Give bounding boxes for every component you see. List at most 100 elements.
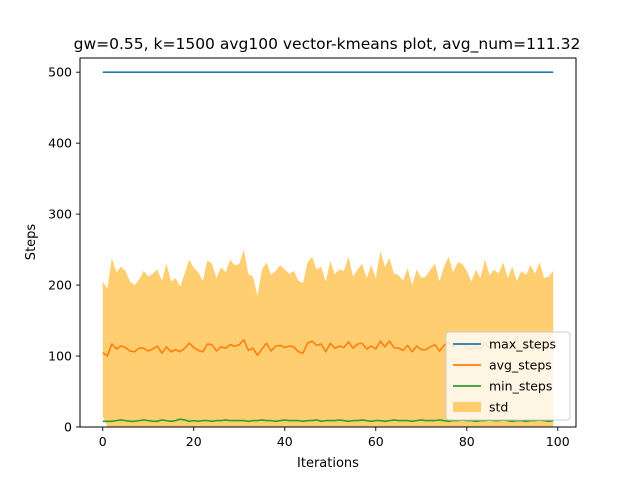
max_steps-point xyxy=(165,71,167,73)
max_steps-point xyxy=(416,71,418,73)
min_steps-point xyxy=(334,419,336,421)
min_steps-point xyxy=(393,419,395,421)
min_steps-point xyxy=(306,419,308,421)
avg_steps-point xyxy=(347,341,349,343)
min_steps-point xyxy=(361,419,363,421)
min_steps-point xyxy=(215,419,217,421)
min_steps-point xyxy=(115,419,117,421)
max_steps-point xyxy=(306,71,308,73)
min_steps-point xyxy=(352,419,354,421)
max_steps-point xyxy=(420,71,422,73)
avg_steps-point xyxy=(220,346,222,348)
min_steps-point xyxy=(265,419,267,421)
min_steps-point xyxy=(183,419,185,421)
max_steps-point xyxy=(397,71,399,73)
min_steps-line xyxy=(102,418,554,423)
avg_steps-point xyxy=(425,348,427,350)
max_steps-point xyxy=(174,71,176,73)
min_steps-point xyxy=(120,419,122,421)
legend-item-min_steps: min_steps xyxy=(453,379,552,394)
min_steps-point xyxy=(379,419,381,421)
avg_steps-point xyxy=(115,348,117,350)
max_steps-point xyxy=(320,71,322,73)
max_steps-point xyxy=(284,71,286,73)
max_steps-point xyxy=(161,71,163,73)
max_steps-point xyxy=(202,71,204,73)
avg_steps-point xyxy=(265,342,267,344)
min_steps-point xyxy=(106,420,108,422)
max_steps-point xyxy=(311,71,313,73)
min_steps-point xyxy=(443,419,445,421)
max_steps-point xyxy=(347,71,349,73)
avg_steps-point xyxy=(179,351,181,353)
x-tick-label: 40 xyxy=(277,434,293,449)
avg_steps-point xyxy=(252,347,254,349)
max_steps-point xyxy=(456,71,458,73)
x-axis-label: Iterations xyxy=(297,456,359,471)
max_steps-point xyxy=(211,71,213,73)
max_steps-point xyxy=(293,71,295,73)
max_steps-point xyxy=(497,71,499,73)
min_steps-point xyxy=(179,418,181,420)
max_steps-point xyxy=(356,71,358,73)
max_steps-point xyxy=(229,71,231,73)
min_steps-point xyxy=(197,420,199,422)
avg_steps-point xyxy=(334,347,336,349)
avg_steps-point xyxy=(161,352,163,354)
max_steps-point xyxy=(388,71,390,73)
avg_steps-point xyxy=(397,347,399,349)
max_steps-point xyxy=(334,71,336,73)
avg_steps-point xyxy=(438,350,440,352)
min_steps-point xyxy=(165,419,167,421)
max_steps-point xyxy=(429,71,431,73)
min_steps-point xyxy=(416,419,418,421)
avg_steps-point xyxy=(197,349,199,351)
avg_steps-point xyxy=(102,351,104,353)
min_steps-point xyxy=(434,419,436,421)
avg_steps-point xyxy=(388,340,390,342)
max_steps-point xyxy=(115,71,117,73)
max_steps-point xyxy=(265,71,267,73)
min_steps-point xyxy=(247,420,249,422)
max_steps-point xyxy=(252,71,254,73)
y-axis: 0 100 200 300 400 500 xyxy=(48,65,80,435)
max_steps-point xyxy=(183,71,185,73)
min_steps-point xyxy=(311,419,313,421)
max_steps-point xyxy=(102,71,104,73)
x-tick-label: 20 xyxy=(186,434,202,449)
max_steps-point xyxy=(197,71,199,73)
min_steps-point xyxy=(279,419,281,421)
axes-frame xyxy=(79,57,577,428)
max_steps-point xyxy=(479,71,481,73)
avg_steps-point xyxy=(202,351,204,353)
max_steps-point xyxy=(325,71,327,73)
max_steps-point xyxy=(525,71,527,73)
avg_steps-point xyxy=(365,348,367,350)
x-tick-label: 0 xyxy=(99,434,107,449)
avg_steps-point xyxy=(279,344,281,346)
min_steps-point xyxy=(111,420,113,422)
legend-label: max_steps xyxy=(489,337,556,352)
min_steps-point xyxy=(402,419,404,421)
y-tick-label: 400 xyxy=(48,136,72,151)
legend-label: std xyxy=(489,400,508,415)
min_steps-point xyxy=(302,420,304,422)
legend-swatch xyxy=(453,402,481,412)
legend-label: avg_steps xyxy=(489,358,552,373)
max_steps-point xyxy=(120,71,122,73)
min_steps-point xyxy=(129,420,131,422)
max_steps-point xyxy=(147,71,149,73)
min_steps-point xyxy=(288,419,290,421)
max_steps-point xyxy=(343,71,345,73)
avg_steps-point xyxy=(443,344,445,346)
avg_steps-point xyxy=(393,346,395,348)
max_steps-point xyxy=(315,71,317,73)
max_steps-point xyxy=(438,71,440,73)
min_steps-point xyxy=(297,419,299,421)
max_steps-point xyxy=(124,71,126,73)
min_steps-point xyxy=(234,419,236,421)
min_steps-point xyxy=(370,420,372,422)
avg_steps-point xyxy=(111,343,113,345)
max_steps-point xyxy=(352,71,354,73)
